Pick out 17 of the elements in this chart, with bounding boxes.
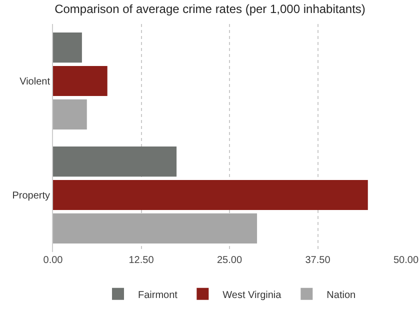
x-tick-label: 12.50 [128, 255, 154, 266]
legend-label: Fairmont [138, 290, 178, 301]
bar [53, 146, 177, 177]
y-tick-label: Property [12, 190, 50, 202]
legend-label: Nation [326, 290, 356, 301]
x-tick-label: 50.00 [393, 255, 419, 266]
bar [53, 213, 258, 244]
y-tick-label: Violent [20, 76, 50, 88]
x-tick-label: 37.50 [305, 255, 331, 266]
x-tick-label: 0.00 [43, 255, 64, 266]
bar [53, 66, 108, 96]
bar [53, 32, 82, 63]
x-tick-label: 25.00 [216, 255, 242, 266]
chart-title: Comparison of average crime rates (per 1,000 inhabitants) [54, 2, 366, 16]
bar [53, 180, 368, 210]
bar [53, 99, 87, 130]
legend-label: West Virginia [222, 290, 282, 301]
